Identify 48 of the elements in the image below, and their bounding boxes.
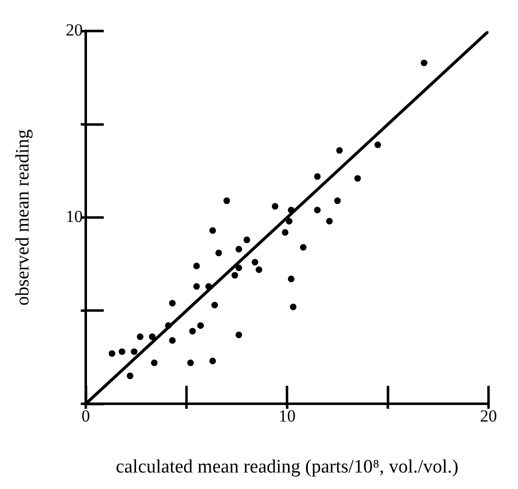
point: [244, 236, 250, 244]
y-axis-title: observed mean reading: [12, 128, 34, 306]
point: [256, 266, 262, 273]
point: [189, 328, 196, 334]
point: [272, 203, 278, 210]
point: [236, 246, 242, 252]
point: [136, 333, 144, 340]
point: [126, 372, 134, 380]
point: [314, 173, 321, 180]
point: [420, 60, 428, 66]
point: [374, 142, 382, 148]
x-tick-label: 10: [278, 406, 296, 426]
point: [209, 227, 216, 234]
point: [169, 300, 176, 306]
point: [197, 322, 204, 329]
point: [150, 360, 158, 366]
point: [211, 302, 218, 308]
point: [187, 360, 194, 366]
point: [314, 206, 321, 214]
point: [169, 337, 176, 344]
point: [300, 244, 307, 251]
point: [334, 197, 341, 204]
point: [288, 206, 294, 214]
point: [290, 304, 296, 310]
point: [336, 147, 343, 154]
point: [288, 276, 294, 282]
point: [223, 197, 230, 204]
point: [165, 322, 172, 329]
x-tick-label: 0: [82, 406, 90, 426]
point: [193, 262, 200, 270]
point: [232, 272, 238, 279]
point: [236, 264, 242, 272]
point: [193, 283, 200, 290]
x-tick-label: 20: [480, 406, 497, 426]
point: [282, 229, 288, 236]
point: [209, 358, 216, 364]
point: [118, 348, 126, 355]
point: [236, 332, 242, 338]
point: [354, 175, 361, 182]
point: [252, 258, 258, 266]
x-axis-title: calculated mean reading (parts/10⁸, vol./vol.): [116, 456, 458, 478]
point: [215, 250, 222, 256]
point: [108, 350, 116, 357]
point: [326, 218, 333, 225]
point: [205, 283, 212, 290]
point: [148, 333, 156, 340]
point: [286, 218, 292, 225]
point: [130, 348, 138, 355]
